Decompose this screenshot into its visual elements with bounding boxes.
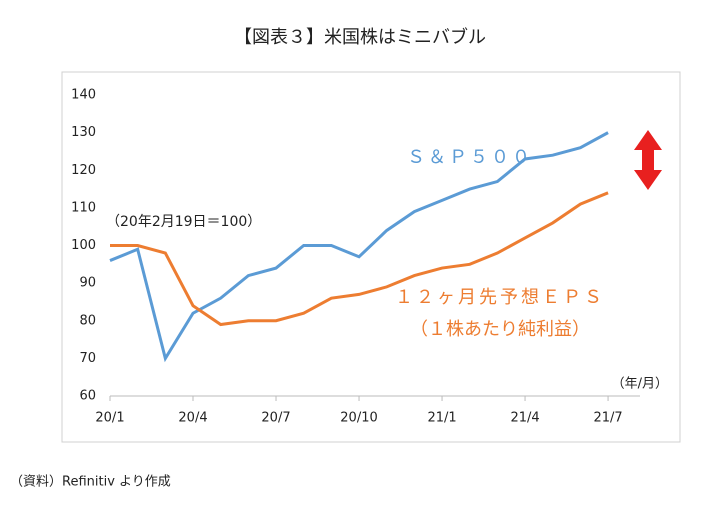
annotation: （20年2月19日＝100） [106, 214, 261, 230]
series-label: Ｓ＆Ｐ５００ [407, 147, 533, 168]
x-tick-label: 21/4 [510, 411, 539, 426]
y-tick-label: 60 [79, 389, 96, 404]
series-line [109, 131, 609, 363]
y-tick-label: 140 [71, 88, 96, 103]
x-tick-label: 20/1 [95, 411, 124, 426]
y-tick-label: 110 [71, 200, 96, 215]
y-tick-label: 120 [71, 163, 96, 178]
x-tick-label: 21/7 [593, 411, 622, 426]
series-label: １２ヶ月先予想ＥＰＳ [395, 287, 605, 308]
series-line [110, 191, 609, 327]
x-tick-label: 20/4 [178, 411, 207, 426]
chart-frame [61, 71, 681, 443]
annotation: （年/月） [612, 377, 668, 392]
y-tick-label: 130 [71, 125, 96, 140]
x-tick-label: 20/10 [340, 411, 377, 426]
x-tick-label: 21/1 [427, 411, 456, 426]
gap-arrow [634, 130, 662, 190]
y-tick-label: 80 [79, 313, 96, 328]
chart-title: 【図表３】米国株はミニバブル [234, 26, 486, 48]
y-tick-label: 100 [71, 238, 96, 253]
source-note: （資料）Refinitiv より作成 [10, 475, 171, 490]
y-tick-label: 90 [79, 276, 96, 291]
x-tick-label: 20/7 [261, 411, 290, 426]
y-tick-label: 70 [79, 351, 96, 366]
series-sublabel: （１株あたり純利益） [410, 319, 590, 340]
